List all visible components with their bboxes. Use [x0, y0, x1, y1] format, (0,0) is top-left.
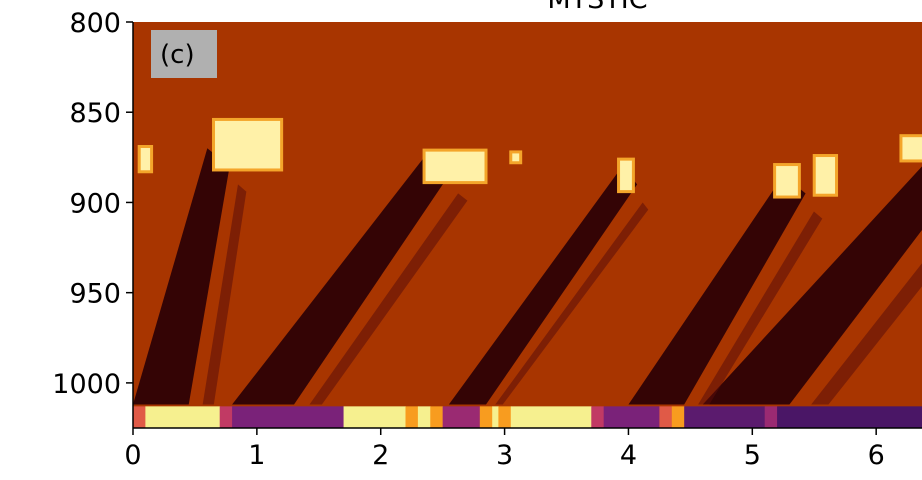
heatmap-bright-cap: [773, 163, 801, 199]
heatmap-bright-cap: [212, 117, 284, 172]
y-tick-label: 950: [69, 279, 121, 310]
heatmap-bright-cap: [509, 150, 523, 165]
x-tick-label: 2: [372, 440, 389, 471]
y-tick-label: 1000: [52, 369, 121, 400]
heatmap-bottom-strip-cell: [764, 406, 778, 428]
heatmap-bottom-strip-cell: [498, 406, 512, 428]
heatmap-plot-area: [133, 22, 922, 428]
heatmap-bottom-strip-cell: [659, 406, 673, 428]
heatmap-dark-streak: [811, 263, 922, 405]
heatmap-bottom-strip-cell: [510, 406, 592, 428]
heatmap-bright-cap: [137, 145, 154, 174]
heatmap-dark-band: [133, 148, 230, 405]
heatmap-bottom-strip-cell: [591, 406, 605, 428]
chart-title: MYSTIC: [547, 0, 647, 15]
heatmap-bright-cap: [422, 148, 488, 185]
heatmap-dark-band: [628, 175, 806, 405]
heatmap-bottom-strip-cell: [232, 406, 345, 428]
panel-label-box: (c): [151, 30, 217, 78]
heatmap-bottom-strip-cell: [492, 406, 499, 428]
heatmap-dark-band: [232, 157, 449, 405]
y-tick-label: 800: [69, 8, 121, 39]
heatmap-bottom-strip-cell: [603, 406, 660, 428]
heatmap-bright-cap: [617, 157, 635, 194]
heatmap-dark-band: [702, 166, 922, 405]
heatmap-dark-band: [448, 166, 638, 405]
heatmap-bottom-strip-cell: [777, 406, 922, 428]
heatmap-dark-streak: [202, 184, 247, 405]
heatmap-bottom-strip-cell: [219, 406, 233, 428]
heatmap-bottom-strip-cell: [479, 406, 493, 428]
heatmap-bottom-strip-cell: [671, 406, 685, 428]
heatmap-dark-streak: [309, 193, 468, 405]
panel-label: (c): [160, 40, 195, 70]
heatmap-bottom-strip-cell: [430, 406, 444, 428]
heatmap-bright-cap: [899, 134, 922, 163]
y-tick-label: 850: [69, 98, 121, 129]
axes: 0 1 2 3 4 5 6 800 850 900 950 1000: [52, 8, 922, 471]
y-tick-label: 900: [69, 188, 121, 219]
x-tick-label: 4: [620, 440, 637, 471]
heatmap-bottom-strip-cell: [442, 406, 481, 428]
heatmap-bright-cap: [812, 154, 839, 197]
heatmap-bottom-strip-cell: [133, 406, 146, 428]
x-tick-label: 0: [124, 440, 141, 471]
heatmap-dark-streak: [495, 202, 649, 405]
x-tick-label: 6: [868, 440, 885, 471]
heatmap-bottom-strip-cell: [417, 406, 431, 428]
heatmap-dark-streak: [698, 211, 823, 405]
heatmap-bottom-strip-cell: [343, 406, 406, 428]
x-tick-label: 1: [248, 440, 265, 471]
x-tick-label: 3: [496, 440, 513, 471]
heatmap-bottom-strip-cell: [145, 406, 221, 428]
heatmap-bottom-strip-cell: [405, 406, 419, 428]
x-tick-label: 5: [744, 440, 761, 471]
heatmap-bottom-strip-cell: [684, 406, 766, 428]
